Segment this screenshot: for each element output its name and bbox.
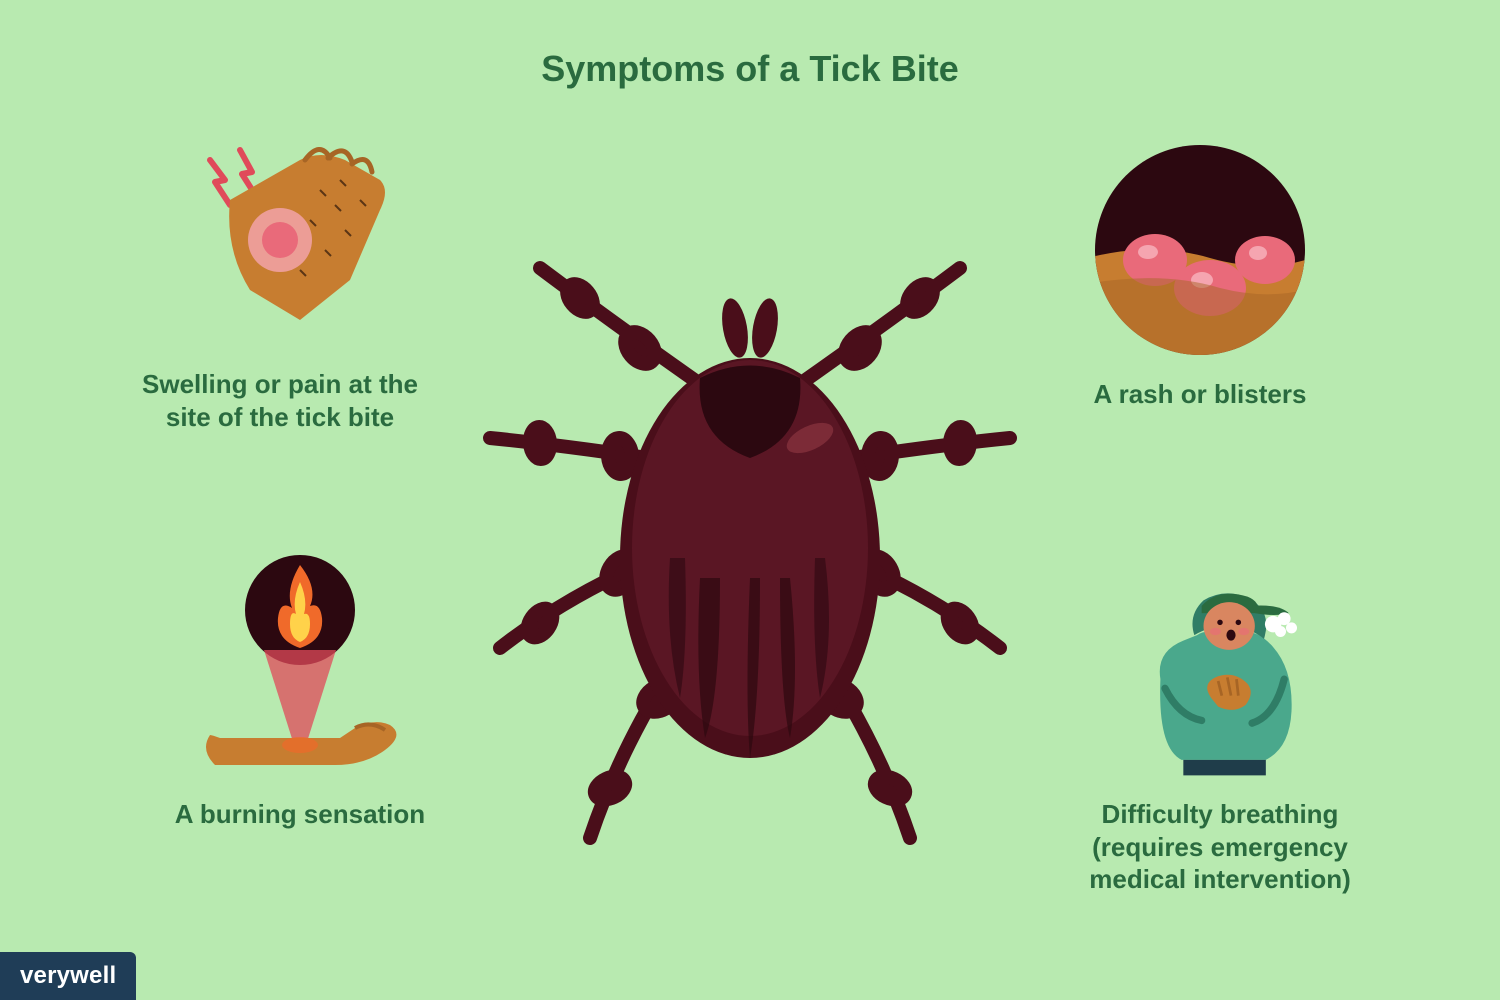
symptom-rash: A rash or blisters [1040, 140, 1360, 411]
breathing-person-icon [1110, 560, 1330, 780]
page-title: Symptoms of a Tick Bite [0, 48, 1500, 90]
symptom-burning: A burning sensation [140, 560, 460, 831]
symptom-rash-label: A rash or blisters [1040, 378, 1360, 411]
symptom-breathing: Difficulty breathing (requires emergency… [1060, 560, 1380, 896]
burning-arm-icon [190, 560, 410, 780]
symptom-burning-label: A burning sensation [140, 798, 460, 831]
rash-circle-icon [1090, 140, 1310, 360]
symptom-swelling: Swelling or pain at the site of the tick… [120, 130, 440, 433]
symptom-swelling-label: Swelling or pain at the site of the tick… [120, 368, 440, 433]
hand-swelling-icon [170, 130, 390, 350]
brand-badge: verywell [0, 952, 136, 1000]
tick-illustration [470, 178, 1030, 878]
symptom-breathing-label: Difficulty breathing (requires emergency… [1060, 798, 1380, 896]
